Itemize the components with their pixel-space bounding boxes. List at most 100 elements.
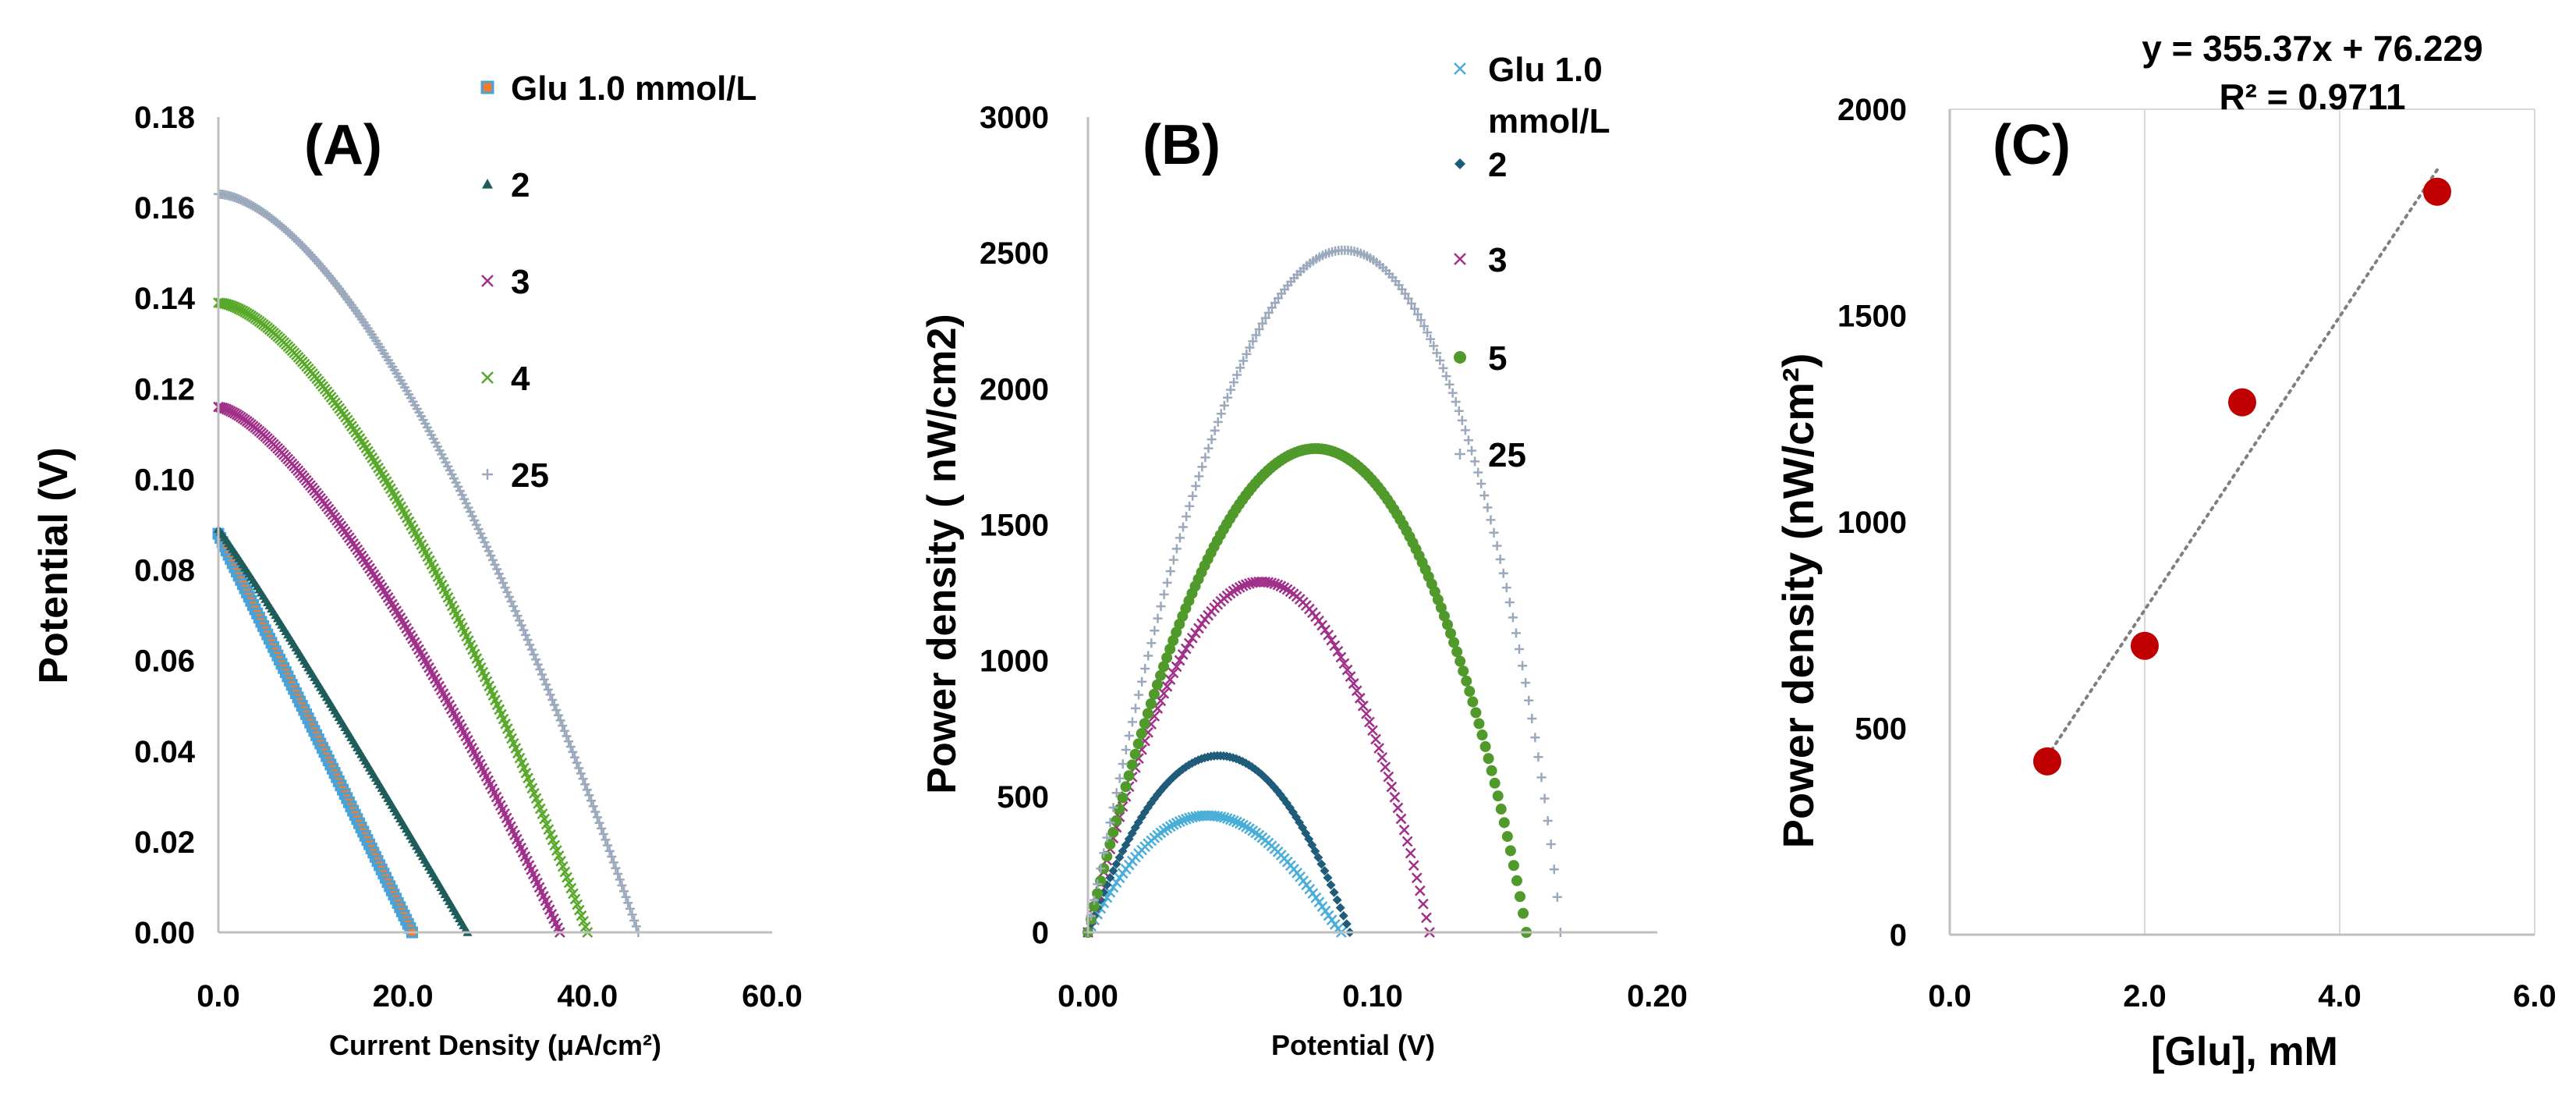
panel-b-series-4-point: [1498, 817, 1510, 829]
panel-b-series-4-point: [1136, 728, 1147, 740]
panel-a-y-tick-label: 0.14: [134, 282, 196, 316]
panel-a-x-tick-label: 0.0: [197, 979, 240, 1013]
panel-a-series-5-point: [515, 616, 525, 626]
panel-b-series-2-point: [1326, 880, 1336, 890]
panel-b-series-5-point: [1546, 840, 1556, 850]
panel-b-series-1-point: [1171, 817, 1182, 829]
panel-b-series-3-point: [1341, 664, 1353, 676]
panel-a-series-5-point: [578, 774, 588, 784]
panel-b-series-5-point: [1504, 597, 1515, 607]
panel-b-series-4-point: [1455, 655, 1466, 667]
panel-b-series-3-point: [1323, 629, 1334, 641]
panel-b-series-3-point: [1161, 680, 1173, 692]
panel-b-legend-label-4: 5: [1488, 339, 1507, 378]
panel-a-series-5-point: [451, 477, 461, 488]
panel-a-series-5-point: [510, 606, 520, 616]
panel-b-series-5-point: [1257, 318, 1267, 328]
panel-a-series-5-point: [502, 587, 512, 598]
panel-b-series-3-point: [1408, 860, 1419, 871]
panel-a-series-5-point: [619, 886, 629, 896]
panel-b-series-5-point: [1412, 309, 1423, 319]
panel-a-series-5-point: [459, 494, 469, 504]
panel-b-series-2-point: [1114, 853, 1125, 863]
panel-a-series-5-point: [476, 528, 486, 538]
panel-b-x-tick-label: 0.00: [1058, 979, 1118, 1013]
panel-b-x-ticks: 0.00 0.10 0.20: [1058, 979, 1688, 1013]
panel-a-series-5-point: [299, 243, 310, 253]
panel-b-series-5-point: [1515, 644, 1525, 654]
panel-b-series-5-point: [1251, 330, 1261, 340]
panel-b-series-5-point: [1495, 554, 1505, 564]
panel-b-y-tick-label: 0: [1032, 916, 1049, 950]
panel-b-series-3-point: [1401, 836, 1413, 847]
panel-a-series-5-point: [480, 538, 490, 548]
panel-b-series-5-point: [1400, 289, 1410, 299]
panel-b-series-1-point: [1231, 816, 1242, 828]
panel-b-series-5-point: [1105, 818, 1115, 828]
panel-c-data-point: [2131, 631, 2159, 660]
panel-a-series-5-point: [504, 592, 514, 602]
panel-b-series-5-point: [1406, 299, 1416, 309]
panel-a-series-5-point: [296, 239, 306, 249]
panel-b-series-5-point: [1121, 744, 1131, 754]
panel-a-series-5-point: [240, 197, 250, 207]
panel-b-series-5-point: [1238, 356, 1249, 366]
panel-b-series-5-point: [1232, 370, 1242, 380]
panel-a-series-5-point: [498, 578, 508, 588]
panel-b-x-axis-title: Potential (V): [1271, 1029, 1435, 1061]
panel-b-series-5-point: [1102, 832, 1112, 843]
panel-b-series-3-point: [1357, 700, 1369, 712]
panel-a-series-5-point: [607, 852, 617, 862]
panel-a-series-4-point: [579, 921, 591, 932]
panel-a-series-5-point: [533, 659, 543, 669]
panel-b-series-4-point: [1467, 696, 1479, 708]
panel-b-series-5-point: [1460, 425, 1470, 435]
panel-b-series-4-point: [1107, 826, 1119, 838]
panel-a-legend-label-3: 3: [511, 263, 530, 301]
panel-a-x-ticks: 0.0 20.0 40.0 60.0: [197, 979, 803, 1013]
panel-b-series-5-point: [1108, 803, 1118, 813]
panel-a-series-5-point: [558, 721, 568, 731]
panel-b-series-3-point: [1329, 640, 1341, 651]
panel-b-series-4-point: [1492, 790, 1504, 802]
panel-b-series-1-point: [1184, 812, 1195, 824]
panel-b-series-3-point: [1377, 751, 1388, 763]
panel-b-series-4-point: [1117, 792, 1129, 804]
panel-b-series-5-point: [1479, 491, 1490, 501]
panel-b-series-2-point: [1332, 895, 1342, 905]
panel-a-series-5-point: [469, 516, 480, 526]
panel-b-series-5-point: [1140, 663, 1150, 673]
panel-b-y-ticks: 0 500 1000 1500 2000 2500 3000: [980, 101, 1049, 950]
panel-a-series-5-point: [455, 486, 465, 496]
panel-a-series-5-point: [525, 640, 535, 650]
panel-b-series-5-point: [1153, 613, 1163, 623]
panel-a: 0.000.020.040.060.080.100.120.140.160.18…: [31, 69, 803, 1061]
panel-a-series-5-point: [512, 611, 523, 621]
panel-b-series-4-point: [1489, 777, 1501, 789]
panel-b-series-5-point: [1203, 443, 1214, 453]
panel-b-series-5-point: [1114, 773, 1125, 783]
panel-b-series-5-point: [1200, 453, 1210, 463]
panel-b-series-3-point: [1335, 651, 1347, 663]
panel-a-series-5-point: [453, 481, 463, 492]
panel-b-series-3-point: [1361, 708, 1372, 719]
panel-a-series-5-point: [523, 635, 533, 645]
panel-b-series-4-point: [1164, 643, 1176, 655]
panel-a-legend-label-1: Glu 1.0 mmol/L: [511, 69, 757, 108]
panel-a-series-5-point: [588, 801, 598, 811]
panel-a-series-5-point: [568, 747, 578, 757]
panel-b-series-4-point: [1126, 759, 1138, 771]
panel-b-series-3-point: [1351, 685, 1362, 697]
panel-b-series-5-point: [1536, 772, 1547, 783]
panel-b-series-3-point: [1414, 885, 1426, 896]
panel-b-series-5-point: [1457, 415, 1467, 425]
panel-a-legend-marker-1: [480, 80, 494, 94]
panel-b-legend-marker-5: [1455, 449, 1465, 460]
panel-b-series-3-point: [1266, 577, 1277, 588]
panel-b-legend-label-1: mmol/L: [1488, 102, 1610, 140]
panel-a-series-5-point: [549, 700, 559, 710]
panel-a-series-5-point: [539, 674, 549, 684]
panel-b-series-5-point: [1473, 467, 1483, 477]
panel-a-legend-label-5: 25: [511, 456, 549, 495]
panel-b-series-5-point: [1530, 733, 1540, 743]
